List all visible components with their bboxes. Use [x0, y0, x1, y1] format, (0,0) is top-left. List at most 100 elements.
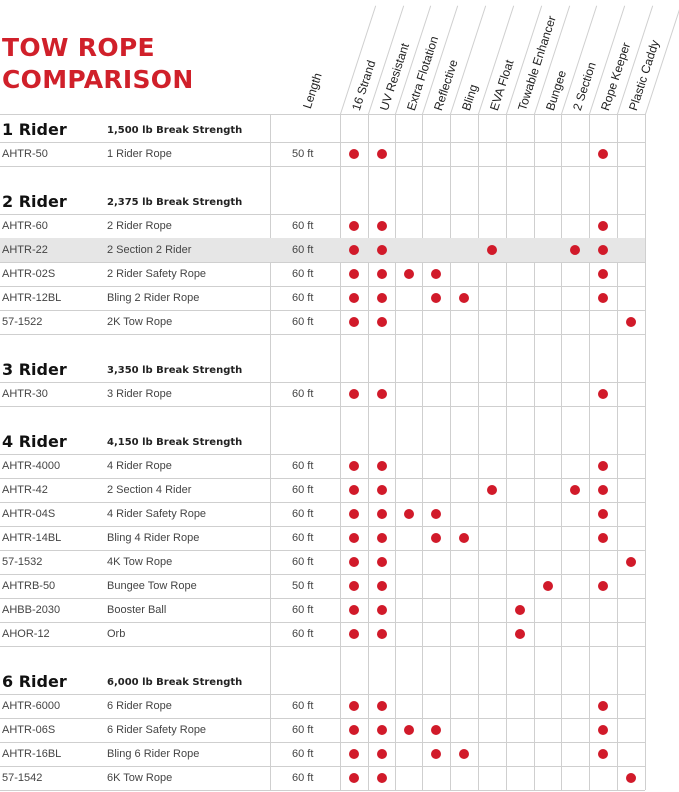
product-sku: 57-1542: [2, 772, 43, 784]
product-sku: 57-1522: [2, 316, 43, 328]
feature-dot: [376, 485, 387, 495]
feature-dot: [431, 269, 441, 279]
table-row: 57-1522 2K Tow Rope 60 ft: [0, 310, 645, 334]
section-title: 3 Rider: [2, 360, 67, 379]
product-name: Bling 6 Rider Rope: [107, 748, 200, 760]
row-divider: [0, 454, 645, 455]
section-title: 1 Rider: [2, 120, 67, 139]
page-title: TOW ROPE COMPARISON: [2, 32, 262, 96]
product-length: 60 ft: [292, 220, 314, 232]
row-divider: [0, 550, 645, 551]
row-divider: [0, 646, 645, 647]
column-divider: [617, 114, 618, 790]
feature-dot: [487, 485, 497, 495]
row-divider: [0, 262, 645, 263]
feature-dot: [349, 581, 359, 591]
table-row: AHTR-30 3 Rider Rope 60 ft: [0, 382, 645, 406]
title-line-1: TOW ROPE: [2, 33, 155, 62]
section-title: 4 Rider: [2, 432, 67, 451]
feature-dot: [349, 533, 359, 543]
feature-dot: [349, 629, 359, 639]
column-header-feature: EVA Float: [487, 58, 517, 113]
column-divider: [450, 114, 451, 790]
product-name: 6 Rider Rope: [107, 700, 172, 712]
table-row: AHTR-14BL Bling 4 Rider Rope 60 ft: [0, 526, 645, 550]
product-name: 4K Tow Rope: [107, 556, 173, 568]
product-length: 50 ft: [292, 148, 314, 160]
row-divider: [0, 406, 645, 407]
row-divider: [0, 310, 645, 311]
row-divider: [0, 574, 645, 575]
product-length: 60 ft: [292, 268, 314, 280]
feature-dot: [598, 725, 608, 735]
feature-dot: [349, 749, 359, 759]
product-sku: AHTR-16BL: [2, 748, 62, 760]
feature-dot: [598, 461, 608, 471]
feature-dot: [349, 557, 359, 567]
feature-dot: [459, 749, 469, 759]
feature-dot: [376, 605, 387, 615]
section-break-strength: 1,500 lb Break Strength: [107, 125, 243, 136]
product-sku: AHTR-50: [2, 148, 48, 160]
feature-dot: [349, 485, 359, 495]
column-header-feature: Bling: [459, 82, 481, 113]
product-length: 60 ft: [292, 316, 314, 328]
feature-dot: [626, 557, 636, 567]
product-name: 2 Rider Rope: [107, 220, 172, 232]
feature-dot: [403, 509, 414, 519]
row-divider: [0, 694, 645, 695]
column-divider: [478, 114, 479, 790]
table-row: AHTR-42 2 Section 4 Rider 60 ft: [0, 478, 645, 502]
feature-dot: [403, 725, 414, 735]
feature-dot: [431, 533, 441, 543]
product-length: 60 ft: [292, 700, 314, 712]
product-length: 60 ft: [292, 388, 314, 400]
feature-dot: [598, 269, 608, 279]
row-divider: [0, 334, 645, 335]
row-divider: [0, 214, 645, 215]
product-sku: AHTR-4000: [2, 460, 61, 472]
row-divider: [0, 766, 645, 767]
feature-dot: [431, 293, 441, 303]
row-divider: [0, 166, 645, 167]
row-divider: [0, 790, 645, 791]
row-divider: [0, 478, 645, 479]
feature-dot: [403, 269, 414, 279]
feature-dot: [349, 389, 359, 399]
row-divider: [0, 742, 645, 743]
row-divider: [0, 598, 645, 599]
column-divider: [340, 114, 341, 790]
feature-dot: [598, 389, 608, 399]
column-divider: [534, 114, 535, 790]
table-row: AHTR-22 2 Section 2 Rider 60 ft: [0, 238, 645, 262]
column-header-length: Length: [300, 71, 325, 111]
product-name: 3 Rider Rope: [107, 388, 172, 400]
section-break-strength: 6,000 lb Break Strength: [107, 677, 243, 688]
product-sku: AHTR-42: [2, 484, 48, 496]
product-length: 60 ft: [292, 556, 314, 568]
row-divider: [0, 526, 645, 527]
feature-dot: [376, 557, 387, 567]
feature-dot: [376, 461, 387, 471]
table-row: 57-1542 6K Tow Rope 60 ft: [0, 766, 645, 790]
table-row: AHTR-04S 4 Rider Safety Rope 60 ft: [0, 502, 645, 526]
feature-dot: [376, 245, 387, 255]
product-length: 60 ft: [292, 244, 314, 256]
product-length: 60 ft: [292, 628, 314, 640]
row-divider: [0, 622, 645, 623]
product-name: 2 Rider Safety Rope: [107, 268, 207, 280]
row-divider: [0, 142, 645, 143]
feature-dot: [376, 749, 387, 759]
product-length: 60 ft: [292, 772, 314, 784]
product-sku: AHOR-12: [2, 628, 50, 640]
product-name: 6 Rider Safety Rope: [107, 724, 207, 736]
section-title: 6 Rider: [2, 672, 67, 691]
product-sku: AHTR-60: [2, 220, 48, 232]
product-sku: 57-1532: [2, 556, 43, 568]
feature-dot: [598, 749, 608, 759]
feature-dot: [349, 701, 359, 711]
table-row: AHTR-60 2 Rider Rope 60 ft: [0, 214, 645, 238]
product-length: 60 ft: [292, 484, 314, 496]
feature-dot: [376, 293, 387, 303]
feature-dot: [598, 533, 608, 543]
